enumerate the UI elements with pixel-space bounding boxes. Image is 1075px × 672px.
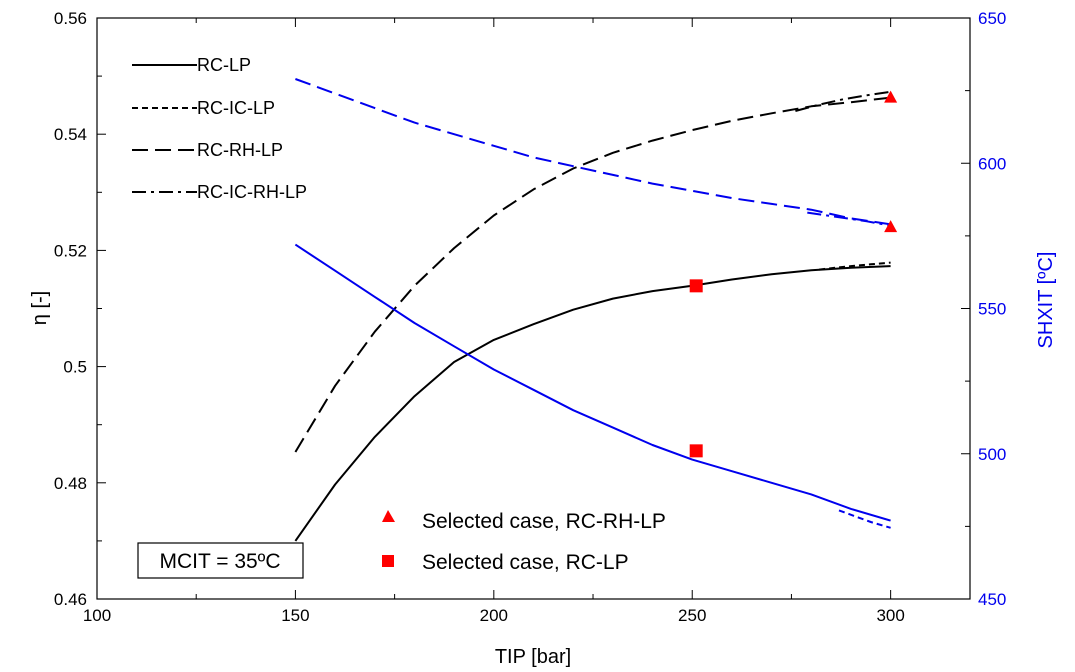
- legend-label-rc-ic-rh-lp: RC-IC-RH-LP: [197, 182, 307, 202]
- series-rc-lp-efficiency: [294, 265, 891, 542]
- mcit-annotation: MCIT = 35ºC: [137, 542, 304, 579]
- x-tick-label: 250: [678, 606, 706, 625]
- series-rc-rh-lp-shxit: [295, 78, 891, 226]
- series-rc-ic-lp-shxit: [838, 509, 891, 529]
- series-rc-ic-rh-lp-shxit: [807, 211, 891, 227]
- marker-layer: [689, 90, 898, 458]
- y-tick-label-right: 500: [978, 445, 1006, 464]
- y-tick-label-right: 650: [978, 9, 1006, 28]
- series-layer: [294, 78, 891, 542]
- y-tick-label-right: 600: [978, 154, 1006, 173]
- annotation-text: MCIT = 35ºC: [159, 550, 280, 573]
- x-tick-label: 150: [281, 606, 309, 625]
- y-tick-label: 0.56: [54, 9, 87, 28]
- y-tick-label: 0.54: [54, 125, 87, 144]
- series-rc-ic-lp-efficiency: [819, 261, 891, 271]
- axis-tick-labels: 100 150 200 250 300 0.46 0.48 0.5 0.52 0.54 0.56 45…: [54, 9, 1006, 625]
- y-tick-label: 0.52: [54, 241, 87, 260]
- selected-legend-triangle-marker: [382, 510, 395, 522]
- selected-marker-square: [689, 279, 703, 293]
- x-tick-label: 300: [876, 606, 904, 625]
- x-tick-label: 200: [480, 606, 508, 625]
- selected-legend-label-rc-lp: Selected case, RC-LP: [422, 551, 629, 574]
- selected-marker-triangle: [884, 90, 898, 103]
- selected-legend-square-marker: [382, 555, 394, 567]
- x-tick-label: 100: [83, 606, 111, 625]
- y-tick-label-right: 550: [978, 300, 1006, 319]
- selected-marker-triangle: [884, 220, 898, 233]
- selected-case-legend: Selected case, RC-RH-LP Selected case, R…: [382, 510, 666, 574]
- selected-marker-square: [689, 444, 703, 458]
- series-rc-ic-rh-lp-efficiency: [795, 90, 891, 112]
- legend-label-rc-rh-lp: RC-RH-LP: [197, 140, 283, 160]
- legend: RC-LP RC-IC-LP RC-RH-LP RC-IC-RH-LP: [132, 55, 307, 202]
- legend-label-rc-ic-lp: RC-IC-LP: [197, 98, 275, 118]
- y-tick-label: 0.5: [63, 358, 87, 377]
- annotation-box: [137, 542, 304, 579]
- selected-legend-label-rc-rh-lp: Selected case, RC-RH-LP: [422, 510, 666, 533]
- series-rc-lp-shxit: [294, 243, 891, 522]
- y-tick-label: 0.46: [54, 590, 87, 609]
- series-rc-rh-lp-efficiency: [294, 96, 891, 453]
- y-tick-label: 0.48: [54, 474, 87, 493]
- x-axis-title: TIP [bar]: [495, 646, 571, 668]
- y-axis-title: η [-]: [29, 291, 51, 325]
- y-tick-label-right: 450: [978, 590, 1006, 609]
- legend-label-rc-lp: RC-LP: [197, 55, 251, 75]
- y-axis-title-right: SHXIT [ºC]: [1035, 252, 1057, 349]
- axis-ticks: [96, 17, 970, 600]
